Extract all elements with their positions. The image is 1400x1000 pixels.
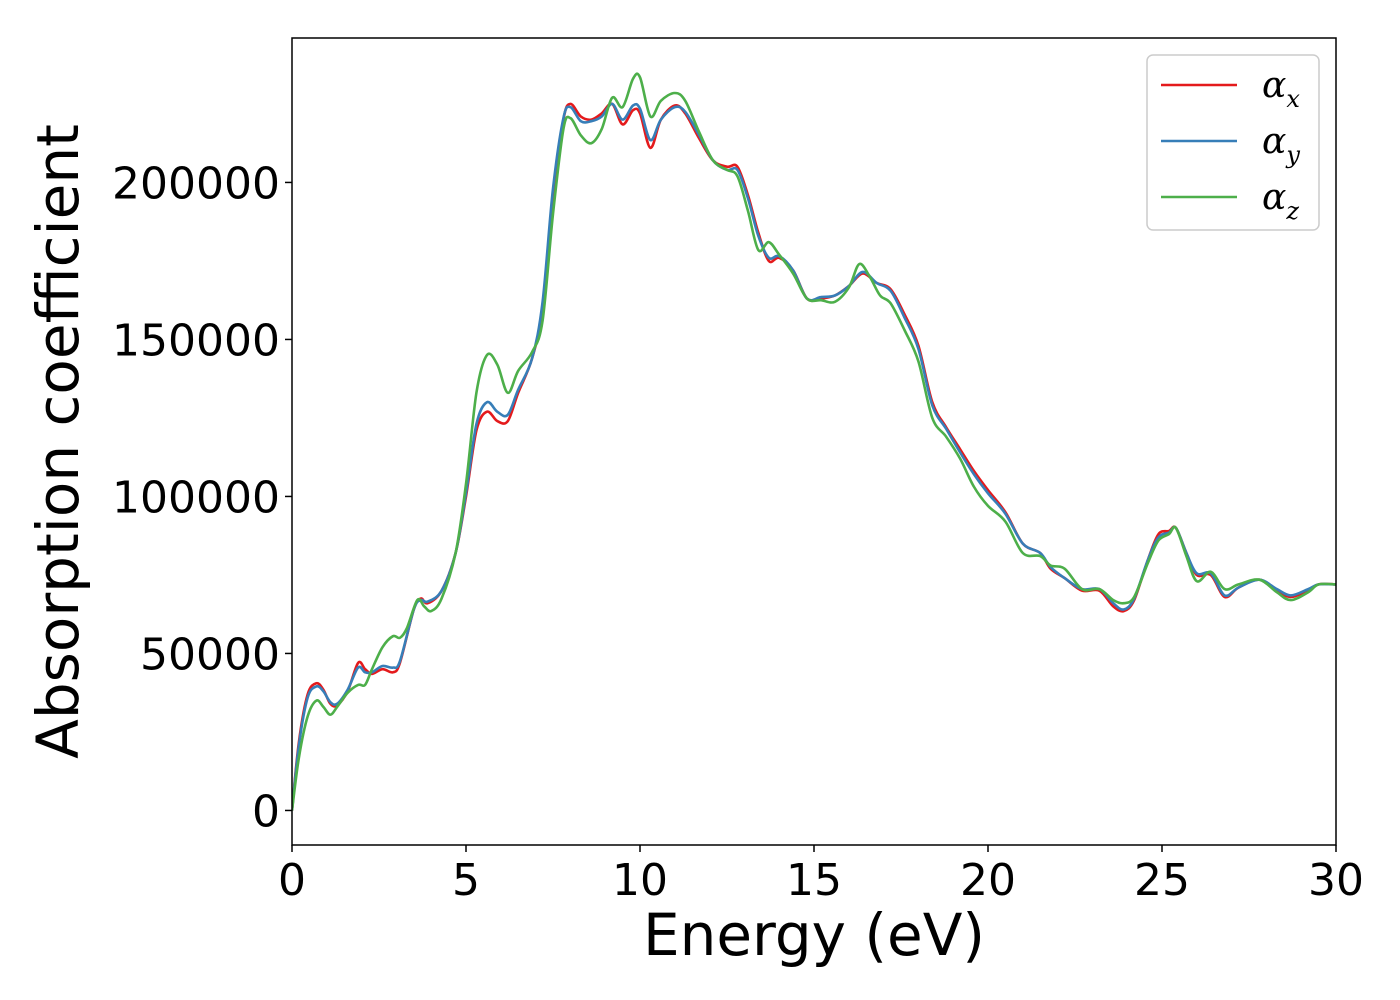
y-tick-label: 100000 bbox=[112, 472, 280, 523]
y-tick-label: 200000 bbox=[112, 158, 280, 209]
y-axis: 0 50000 100000 150000 200000 bbox=[112, 158, 292, 837]
y-tick-label: 0 bbox=[252, 786, 280, 837]
series-line-z bbox=[292, 72, 1336, 811]
y-axis-title: Absorption coefficient bbox=[24, 124, 92, 759]
legend-label-z: αz bbox=[1262, 177, 1299, 225]
x-tick-label: 0 bbox=[278, 855, 306, 906]
x-tick-label: 15 bbox=[786, 855, 842, 906]
legend-label-x: αx bbox=[1262, 65, 1300, 113]
legend-box bbox=[1146, 54, 1320, 231]
legend: αx αy αz bbox=[1146, 54, 1320, 231]
y-tick-label: 150000 bbox=[112, 315, 280, 366]
x-axis: 0 5 10 15 20 25 30 bbox=[278, 845, 1364, 906]
y-tick-label: 50000 bbox=[140, 629, 280, 680]
x-tick-label: 10 bbox=[612, 855, 668, 906]
legend-label-y: αy bbox=[1262, 121, 1300, 169]
x-axis-title: Energy (eV) bbox=[643, 901, 985, 969]
x-tick-label: 25 bbox=[1134, 855, 1190, 906]
x-tick-label: 30 bbox=[1308, 855, 1364, 906]
x-tick-label: 20 bbox=[960, 855, 1016, 906]
x-tick-label: 5 bbox=[452, 855, 480, 906]
series-layer bbox=[292, 72, 1336, 811]
